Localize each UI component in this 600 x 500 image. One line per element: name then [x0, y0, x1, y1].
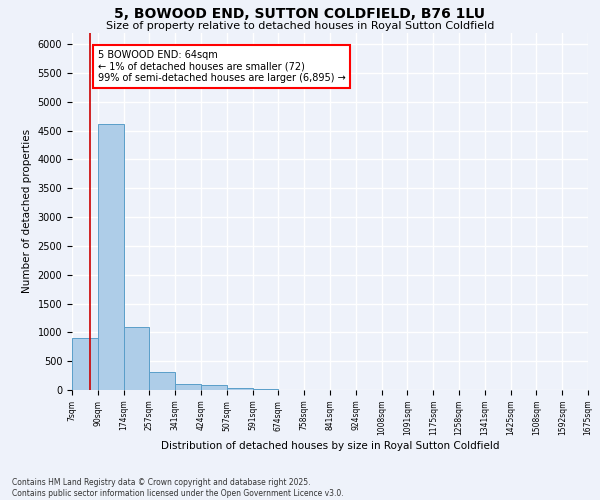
Text: Size of property relative to detached houses in Royal Sutton Coldfield: Size of property relative to detached ho… — [106, 21, 494, 31]
Text: 5, BOWOOD END, SUTTON COLDFIELD, B76 1LU: 5, BOWOOD END, SUTTON COLDFIELD, B76 1LU — [115, 8, 485, 22]
Bar — [149, 372, 175, 390]
Bar — [253, 389, 278, 390]
Text: Contains HM Land Registry data © Crown copyright and database right 2025.
Contai: Contains HM Land Registry data © Crown c… — [12, 478, 344, 498]
Bar — [227, 388, 253, 390]
X-axis label: Distribution of detached houses by size in Royal Sutton Coldfield: Distribution of detached houses by size … — [161, 441, 499, 451]
Y-axis label: Number of detached properties: Number of detached properties — [22, 129, 32, 294]
Bar — [175, 384, 201, 390]
Bar — [201, 386, 227, 390]
Bar — [72, 338, 98, 390]
Bar — [124, 327, 149, 390]
Bar — [98, 124, 124, 390]
Text: 5 BOWOOD END: 64sqm
← 1% of detached houses are smaller (72)
99% of semi-detache: 5 BOWOOD END: 64sqm ← 1% of detached hou… — [98, 50, 346, 83]
